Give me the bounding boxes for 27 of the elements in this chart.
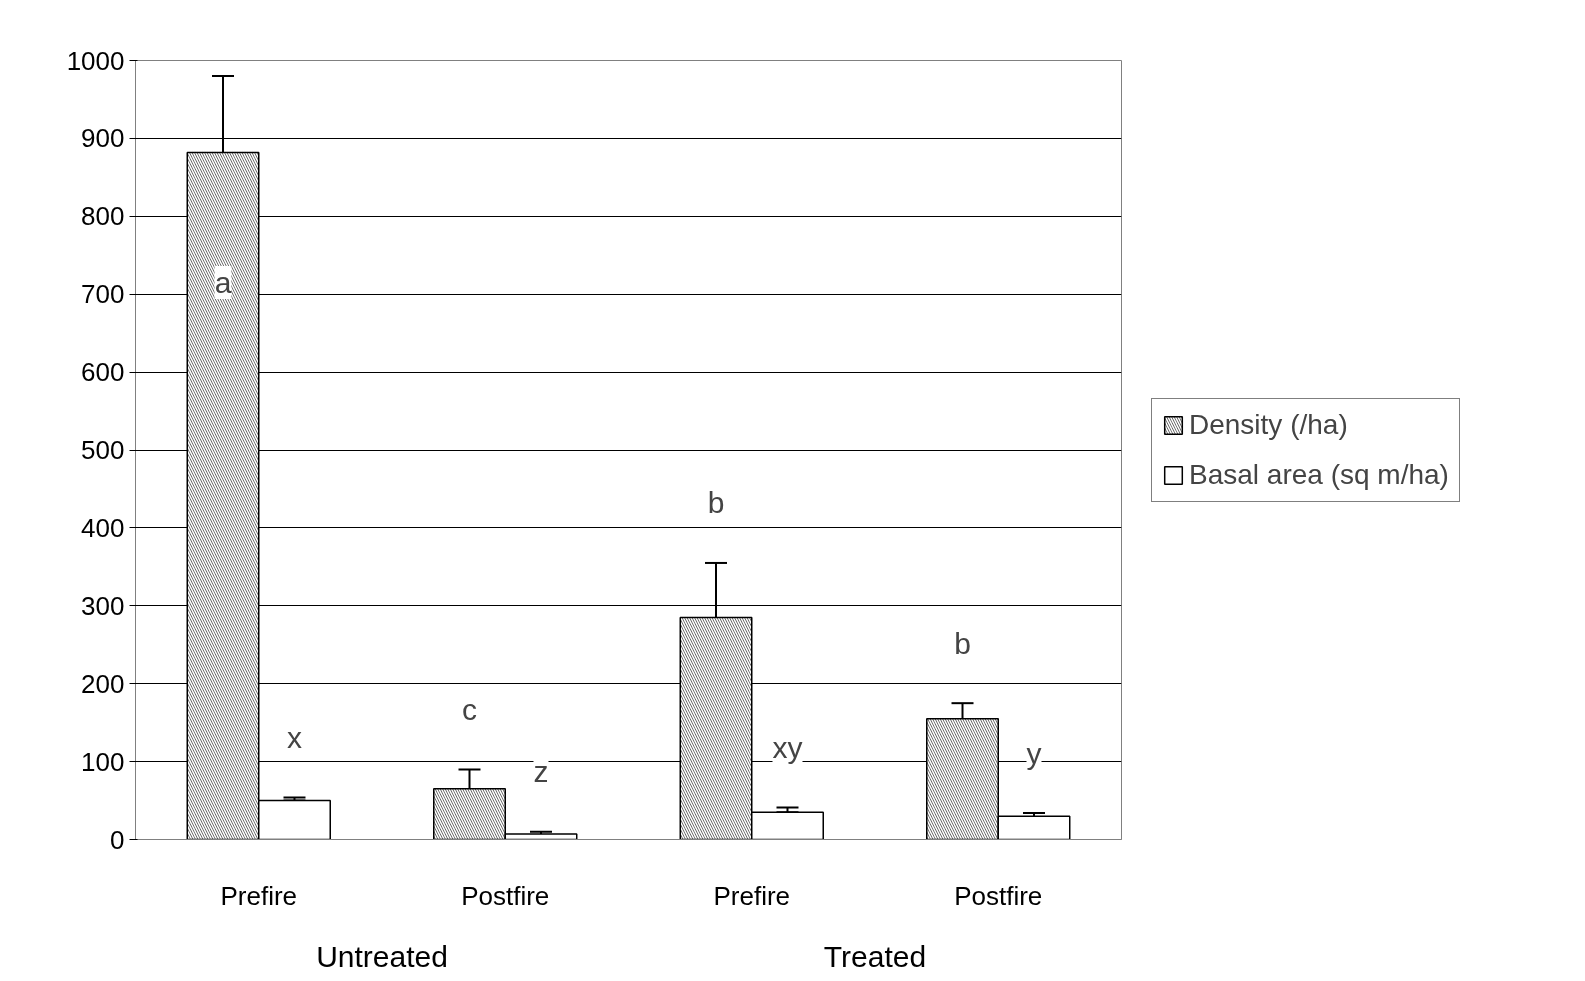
y-tick-label: 100 — [81, 746, 125, 777]
y-tick-label: 500 — [81, 435, 125, 465]
x-tick-label: Postfire — [461, 880, 550, 911]
y-tick-label: 0 — [110, 824, 125, 855]
y-tick-label: 400 — [81, 512, 125, 543]
legend-label: Density (/ha) — [1189, 408, 1348, 441]
y-tick-label: 900 — [81, 123, 125, 154]
annotation: b — [954, 626, 971, 660]
y-tick-label: 600 — [81, 357, 125, 388]
annotation: b — [707, 486, 725, 520]
text: Treated — [823, 939, 927, 973]
y-tick-label: 700 — [81, 279, 125, 310]
legend-label: Basal area (sq m/ha) — [1189, 458, 1449, 491]
x-tick-label: Prefire — [220, 880, 298, 911]
y-tick-label: 800 — [81, 201, 125, 232]
annotation: c — [462, 692, 478, 726]
annotation: a — [214, 265, 232, 299]
x-tick-label: Prefire — [713, 880, 791, 911]
y-tick-label: 1000 — [66, 45, 125, 76]
y-tick-label: 200 — [81, 668, 125, 699]
annotation: xy — [772, 731, 803, 765]
annotation: x — [286, 720, 302, 754]
text: Untreated — [316, 939, 448, 973]
annotation: y — [1026, 736, 1042, 770]
y-tick-label: 300 — [81, 590, 125, 621]
x-tick-label: Postfire — [954, 880, 1043, 911]
annotation: z — [533, 755, 549, 789]
